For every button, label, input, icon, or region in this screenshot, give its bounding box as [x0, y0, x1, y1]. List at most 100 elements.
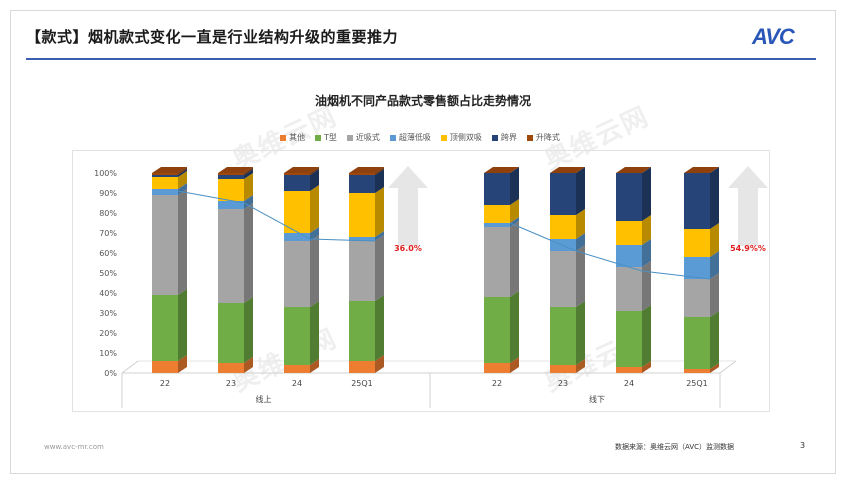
x-category-label: 22: [492, 379, 502, 388]
bar-segment-side: [310, 169, 319, 191]
bar-segment: [284, 233, 310, 241]
page-number: 3: [800, 441, 806, 450]
bar-segment-side: [375, 231, 384, 241]
annotation-label: 36.0%: [394, 244, 422, 253]
title-divider: [26, 58, 816, 60]
bar-segment: [484, 173, 510, 205]
bar-top-face: [218, 167, 253, 173]
legend-swatch: [280, 134, 286, 141]
x-category-label: 23: [226, 379, 236, 388]
bar-segment-side: [510, 357, 519, 373]
bar-segment: [349, 193, 375, 237]
legend-swatch: [389, 134, 396, 141]
bar-segment-side: [310, 359, 319, 373]
chart-title: 油烟机不同产品款式零售额占比走势情况: [314, 94, 531, 108]
bar-segment: [218, 179, 244, 201]
x-category-label: 22: [160, 379, 170, 388]
bar-segment: [684, 229, 710, 257]
bar-segment: [152, 177, 178, 189]
y-tick-label: 40%: [99, 289, 117, 298]
bar-segment: [349, 173, 375, 175]
bar-segment: [152, 175, 178, 177]
bar-top-face: [616, 167, 651, 173]
bar-segment-side: [244, 167, 253, 175]
bar-segment-side: [310, 227, 319, 241]
bar-segment-side: [178, 289, 187, 361]
bar-segment-side: [178, 183, 187, 195]
trend-line: [509, 222, 711, 280]
up-arrow-icon: [728, 166, 768, 246]
legend-swatch: [440, 134, 447, 141]
bar-segment: [684, 317, 710, 369]
bar-segment-side: [375, 235, 384, 301]
bar-segment-side: [310, 301, 319, 365]
bar-segment-side: [576, 167, 585, 215]
footer-source: 数据来源：奥维云网（AVC）监测数据: [615, 443, 735, 451]
bar-segment: [218, 363, 244, 373]
legend-item: 超薄低吸: [389, 132, 431, 143]
chart-legend: 其他 T型 近吸式 超薄低吸 顶侧双吸 跨界 升降式: [280, 132, 560, 143]
bar-segment-side: [310, 235, 319, 307]
bar-top-face: [684, 167, 719, 173]
bar-segment-side: [710, 363, 719, 373]
bar-segment-side: [178, 169, 187, 177]
bar-segment-side: [510, 217, 519, 227]
bar-segment: [349, 175, 375, 193]
bar-segment: [616, 221, 642, 245]
trend-line: [177, 190, 376, 242]
bar-segment-side: [310, 167, 319, 175]
bar-segment: [349, 361, 375, 373]
bar-segment: [550, 215, 576, 239]
bar-segment: [550, 365, 576, 373]
bar-segment: [616, 367, 642, 373]
bar-segment: [218, 173, 244, 175]
y-tick-label: 50%: [99, 269, 117, 278]
bar-top-face: [550, 167, 585, 173]
bar-segment: [152, 295, 178, 361]
bar-segment-side: [642, 261, 651, 311]
bar-segment: [484, 227, 510, 297]
bar-segment: [616, 173, 642, 221]
bar-segment-side: [244, 357, 253, 373]
bar-segment-side: [642, 361, 651, 373]
bar-segment: [284, 365, 310, 373]
bar-segment: [218, 201, 244, 209]
bar-segment-side: [510, 199, 519, 223]
legend-item: 升降式: [526, 132, 560, 143]
chart-frame: [72, 150, 770, 412]
bar-segment: [349, 301, 375, 361]
y-tick-label: 100%: [94, 169, 117, 178]
bar-segment: [484, 363, 510, 373]
bar-segment: [684, 279, 710, 317]
bar-segment-side: [375, 295, 384, 361]
bar-segment: [684, 257, 710, 279]
bar-segment: [349, 237, 375, 241]
bar-segment-side: [510, 167, 519, 205]
bar-segment-side: [710, 311, 719, 369]
y-tick-label: 30%: [99, 309, 117, 318]
bar-segment-side: [710, 251, 719, 279]
bar-segment-side: [178, 167, 187, 175]
bar-segment-side: [244, 195, 253, 209]
bar-segment: [218, 303, 244, 363]
bar-segment-side: [710, 273, 719, 317]
legend-item: 跨界: [491, 132, 517, 143]
bar-segment: [616, 311, 642, 367]
bar-segment: [284, 307, 310, 365]
legend-label: 升降式: [535, 133, 560, 142]
legend-label: 超薄低吸: [398, 133, 431, 142]
bar-segment: [284, 241, 310, 307]
bar-segment: [484, 223, 510, 227]
bar-segment-side: [244, 297, 253, 363]
bar-segment-side: [510, 291, 519, 363]
bar-segment-side: [375, 169, 384, 193]
y-tick-label: 90%: [99, 189, 117, 198]
bar-segment: [616, 267, 642, 311]
y-tick-label: 10%: [99, 349, 117, 358]
bar-segment: [616, 245, 642, 267]
bar-top-face: [284, 167, 319, 173]
bar-segment-side: [576, 359, 585, 373]
legend-swatch: [346, 134, 353, 141]
y-tick-label: 80%: [99, 209, 117, 218]
